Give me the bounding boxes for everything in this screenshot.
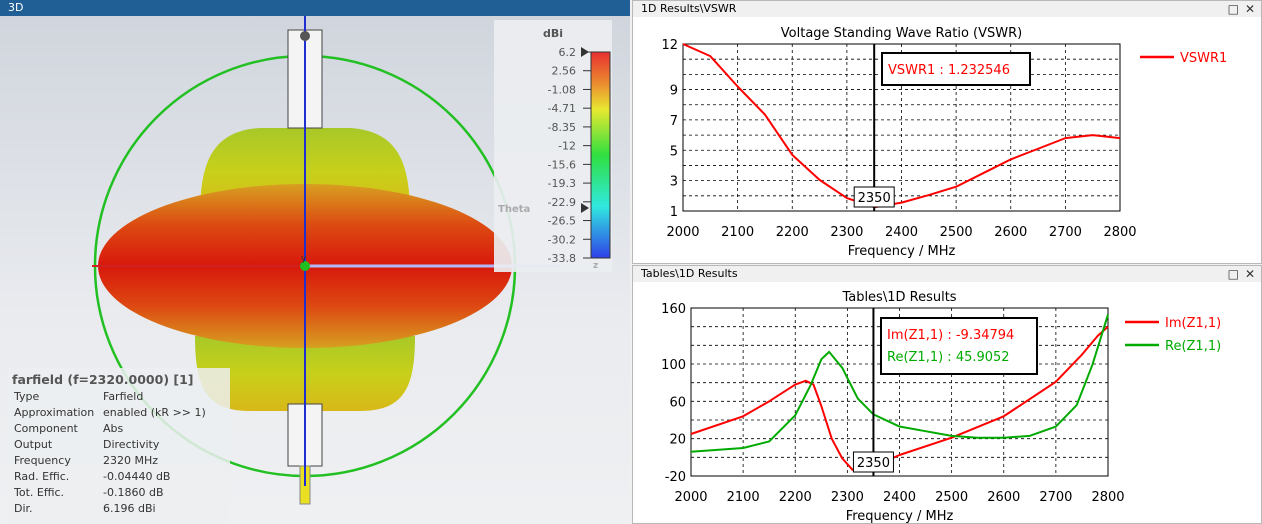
info-row: Output Directivity [8,437,230,453]
info-key: Approximation [14,406,95,419]
max-marker-icon [581,47,589,57]
colorbar-tick-label: -26.5 [548,215,576,228]
info-value: -0.04440 dB [103,470,171,483]
impedance-panel[interactable]: Tables\1D Results □ ✕ [632,265,1262,524]
colorbar-tick-label: -33.8 [548,252,576,265]
panel-title: Tables\1D Results [633,266,1261,282]
info-value: enabled (kR >> 1) [103,406,206,419]
colorbar-tick-label: -22.9 [548,196,576,209]
origin-marker [300,261,310,271]
close-icon[interactable]: ✕ [1244,267,1255,281]
colorbar-tick-label: -8.35 [548,121,576,134]
info-row: Frequency 2320 MHz [8,453,230,469]
info-key: Rad. Effic. [14,470,70,483]
info-row: Component Abs [8,421,230,437]
colorbar-tick-label: -1.08 [548,83,576,96]
info-value: Abs [103,422,124,435]
info-key: Frequency [14,454,71,467]
info-key: Tot. Effic. [14,486,65,499]
panel-title: 3D [0,0,630,16]
maximize-icon[interactable]: □ [1227,2,1239,16]
info-key: Dir. [14,502,33,515]
info-value: -0.1860 dB [103,486,164,499]
info-value: 6.196 dBi [103,502,156,515]
panel-title: 1D Results\VSWR [633,1,1261,17]
info-row: Type Farfield [8,389,230,405]
close-icon[interactable]: ✕ [1244,2,1255,16]
info-row: Rad. Effic. -0.04440 dB [8,469,230,485]
info-value: Farfield [103,390,144,403]
info-row: Approximation enabled (kR >> 1) [8,405,230,421]
port-icon [300,31,310,41]
maximize-icon[interactable]: □ [1227,267,1239,281]
colorbar-unit: dBi [543,27,563,40]
info-value: Directivity [103,438,160,451]
farfield-info-box: farfield (f=2320.0000) [1] Type Farfield A… [8,368,230,524]
vswr-panel[interactable]: 1D Results\VSWR □ ✕ [632,0,1262,264]
level-marker-icon [581,203,589,213]
info-key: Output [14,438,53,451]
colorbar-tick-label: -19.3 [548,177,576,190]
colorbar-tick-label: 6.2 [559,46,577,59]
info-key: Component [14,422,78,435]
colorbar-legend: dBi 6.2 2.56 -1.08 -4.71 -8.35 -12 -15.6 -19.3 -… [494,20,612,272]
y-axis-label: y [301,254,307,264]
info-row: Tot. Effic. -0.1860 dB [8,485,230,501]
farfield-3d-plot[interactable]: y dBi 6.2 2.56 -1.08 -4.71 -8.35 -12 -15.6 -19.… [0,16,630,524]
theta-label: Theta [498,204,530,215]
colorbar-tick-label: -15.6 [548,158,576,171]
colorbar-tick-label: 2.56 [552,65,577,78]
info-title: farfield (f=2320.0000) [1] [12,372,194,387]
info-value: 2320 MHz [103,454,159,467]
3d-view-panel[interactable]: 3D y dBi 6.2 2.56 -1.08 -4.71 -8.35 -12 -15.6 -… [0,0,630,524]
info-key: Type [14,390,40,403]
colorbar-tick-label: -30.2 [548,233,576,246]
colorbar-tick-label: -12 [558,140,576,153]
info-row: Dir. 6.196 dBi [8,501,230,517]
colorbar-gradient [590,51,611,259]
colorbar-tick-label: -4.71 [548,102,576,115]
z-label: z [593,261,598,271]
